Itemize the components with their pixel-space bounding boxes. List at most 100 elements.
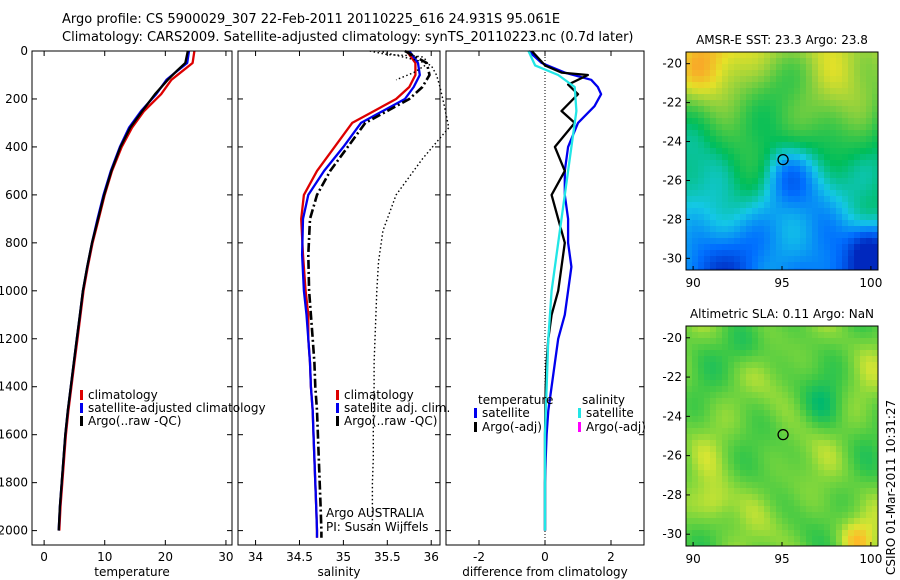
map-cell	[806, 398, 813, 405]
map-cell	[782, 214, 789, 221]
map-cell	[752, 214, 759, 221]
map-cell	[806, 542, 813, 546]
map-cell	[842, 542, 849, 546]
map-cell	[698, 494, 705, 501]
map-cell	[710, 238, 717, 245]
map-cell	[710, 446, 717, 453]
map-cell	[704, 518, 711, 525]
map-cell	[752, 416, 759, 423]
map-cell	[686, 112, 693, 119]
map-cell	[740, 326, 747, 333]
map-cell	[692, 130, 699, 137]
map-cell	[740, 190, 747, 197]
y-tick-label: -24	[662, 409, 682, 423]
map-cell	[716, 178, 723, 185]
map-cell	[764, 208, 771, 215]
map-cell	[836, 100, 843, 107]
map-cell	[788, 142, 795, 149]
map-cell	[860, 208, 867, 215]
map-cell	[866, 106, 873, 113]
map-cell	[848, 464, 855, 471]
map-cell	[740, 250, 747, 257]
map-cell	[800, 446, 807, 453]
map-cell	[866, 196, 873, 203]
map-cell	[704, 410, 711, 417]
map-cell	[704, 256, 711, 263]
map-cell	[848, 88, 855, 95]
map-cell	[806, 392, 813, 399]
map-cell	[776, 214, 783, 221]
map-cell	[704, 82, 711, 89]
map-cell	[794, 262, 801, 269]
map-cell	[770, 184, 777, 191]
map-cell	[740, 112, 747, 119]
map-cell	[722, 326, 729, 333]
map-cell	[824, 458, 831, 465]
map-cell	[746, 154, 753, 161]
map-cell	[788, 326, 795, 333]
map-cell	[782, 512, 789, 519]
map-cell	[746, 332, 753, 339]
map-cell	[728, 232, 735, 239]
map-cell	[764, 226, 771, 233]
map-cell	[824, 446, 831, 453]
map-cell	[758, 76, 765, 83]
map-cell	[740, 130, 747, 137]
map-cell	[848, 220, 855, 227]
map-cell	[794, 136, 801, 143]
map-cell	[794, 190, 801, 197]
map-cell	[782, 410, 789, 417]
map-cell	[812, 196, 819, 203]
map-cell	[710, 142, 717, 149]
map-cell	[728, 256, 735, 263]
map-cell	[842, 94, 849, 101]
map-cell	[740, 482, 747, 489]
map-cell	[860, 88, 867, 95]
map-cell	[782, 148, 789, 155]
map-cell	[806, 470, 813, 477]
map-cell	[836, 268, 843, 270]
map-cell	[734, 94, 741, 101]
map-cell	[776, 458, 783, 465]
map-cell	[782, 488, 789, 495]
map-cell	[692, 190, 699, 197]
map-cell	[698, 202, 705, 209]
map-cell	[788, 100, 795, 107]
map-cell	[836, 404, 843, 411]
map-cell	[746, 338, 753, 345]
map-cell	[872, 52, 878, 59]
map-cell	[704, 226, 711, 233]
map-cell	[728, 100, 735, 107]
map-cell	[848, 386, 855, 393]
map-cell	[788, 106, 795, 113]
map-cell	[716, 130, 723, 137]
map-cell	[848, 356, 855, 363]
map-cell	[848, 208, 855, 215]
map-cell	[776, 482, 783, 489]
map-cell	[842, 356, 849, 363]
map-cell	[692, 94, 699, 101]
map-cell	[800, 530, 807, 537]
map-cell	[866, 166, 873, 173]
map-cell	[740, 338, 747, 345]
map-cell	[764, 482, 771, 489]
map-cell	[722, 130, 729, 137]
map-cell	[866, 530, 873, 537]
map-cell	[824, 350, 831, 357]
map-cell	[698, 332, 705, 339]
map-cell	[770, 118, 777, 125]
map-cell	[860, 178, 867, 185]
map-cell	[740, 256, 747, 263]
map-cell	[698, 196, 705, 203]
map-cell	[740, 268, 747, 270]
map-cell	[746, 100, 753, 107]
map-cell	[770, 232, 777, 239]
map-cell	[812, 100, 819, 107]
map-cell	[800, 392, 807, 399]
map-cell	[698, 446, 705, 453]
map-cell	[800, 94, 807, 101]
map-cell	[740, 512, 747, 519]
map-cell	[710, 398, 717, 405]
map-cell	[740, 536, 747, 543]
map-cell	[800, 184, 807, 191]
